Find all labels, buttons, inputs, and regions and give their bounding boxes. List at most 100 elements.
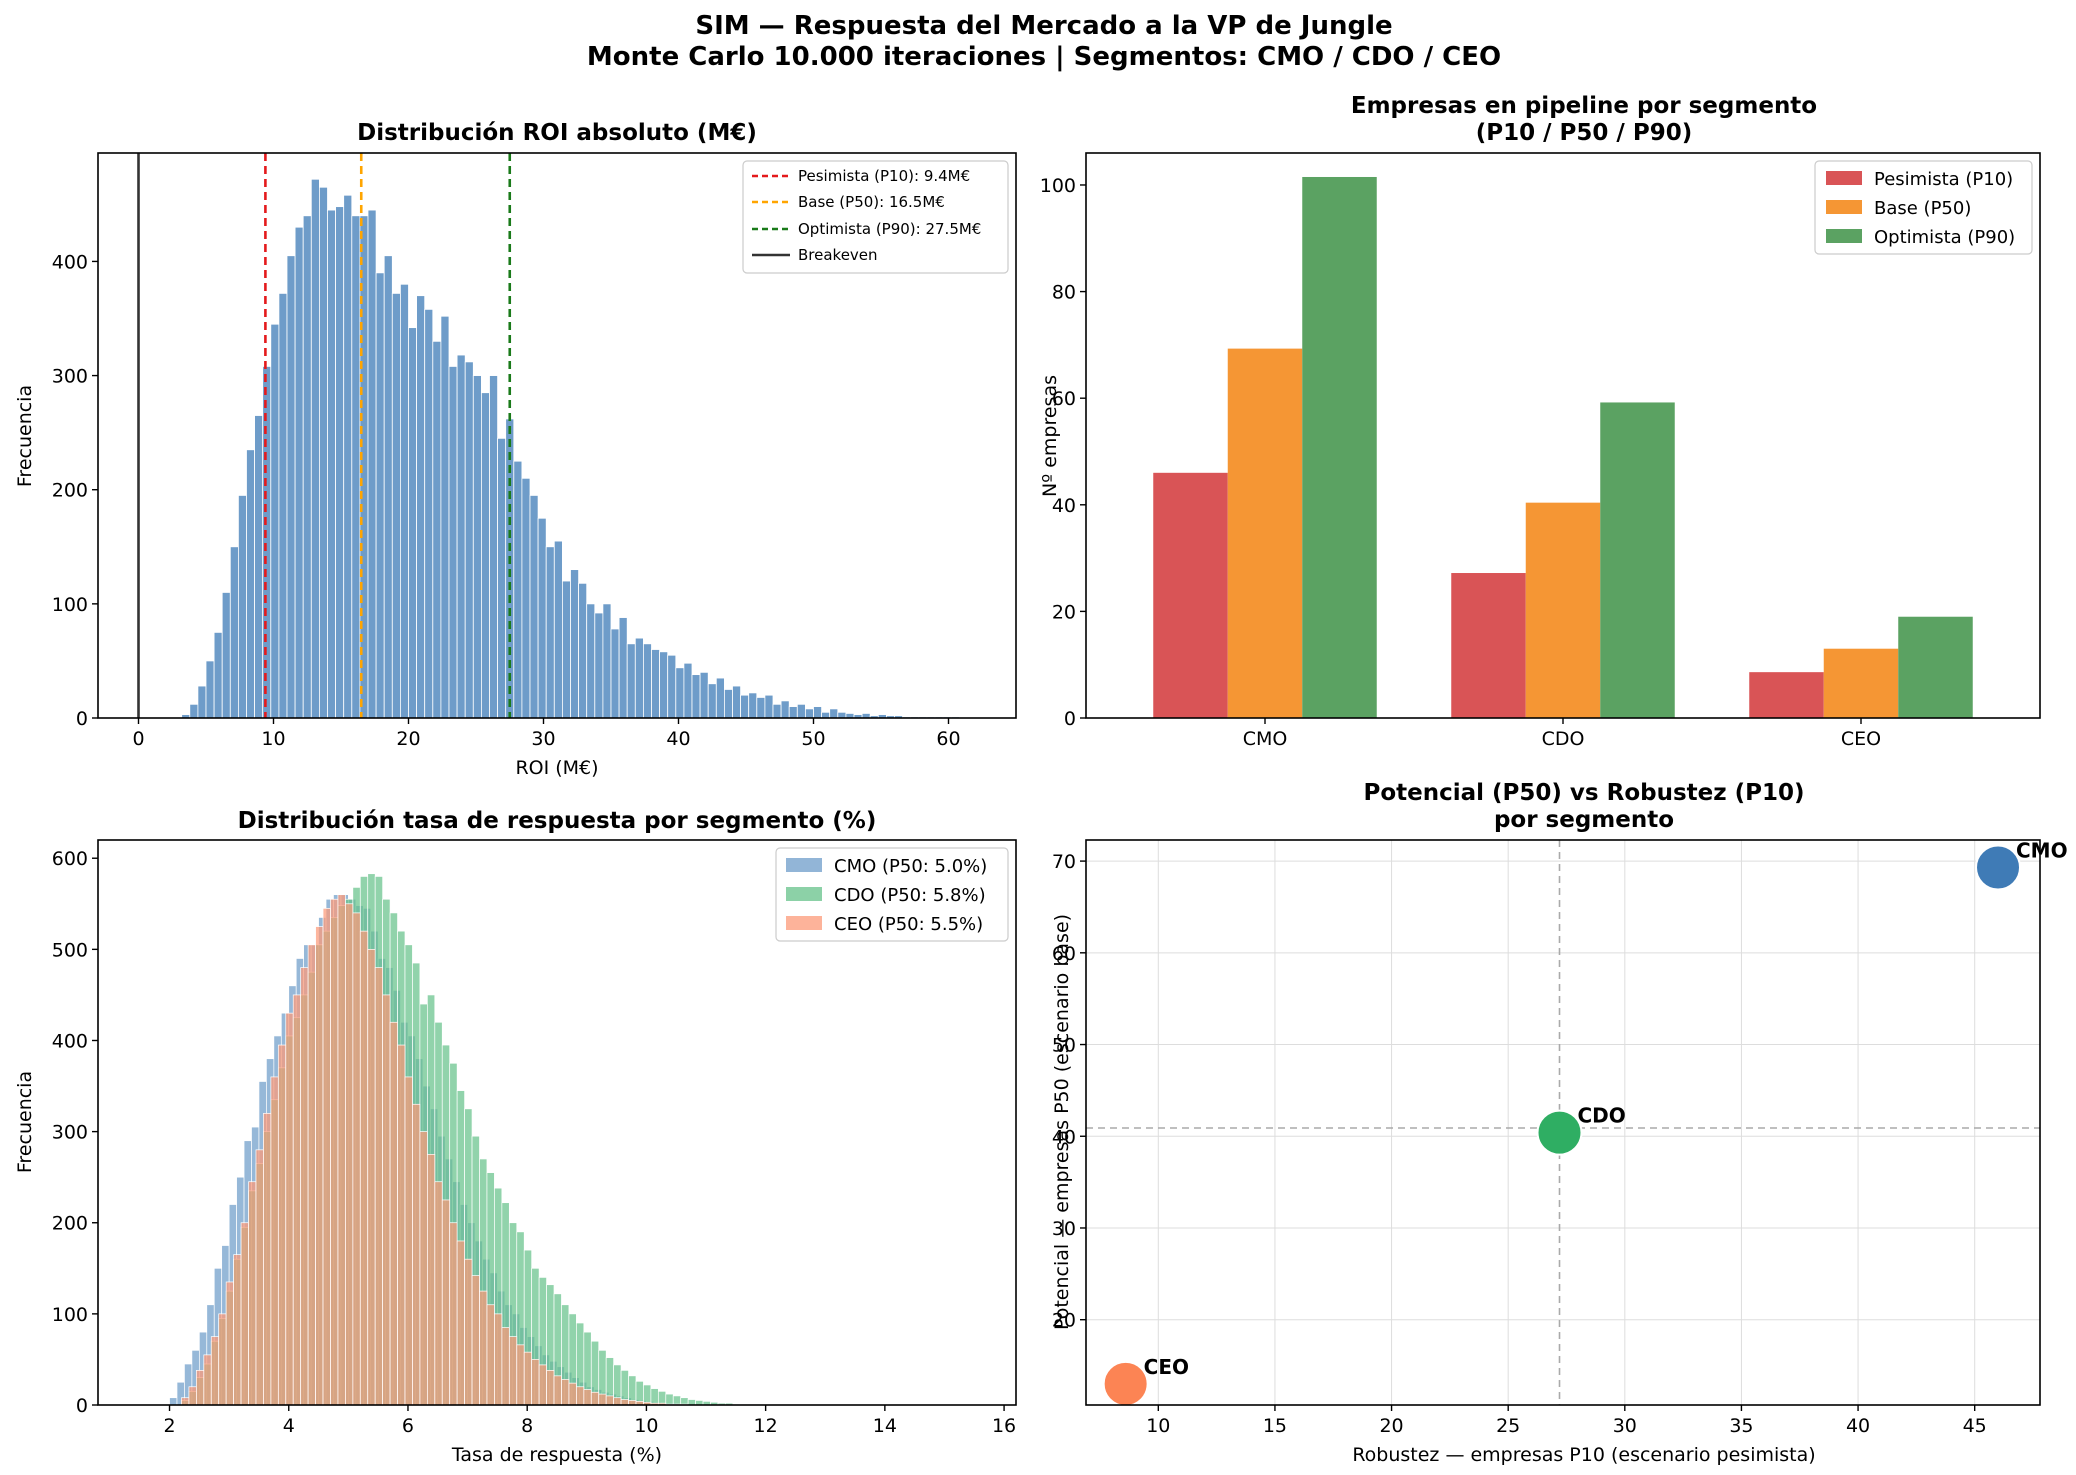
roi-plot-frame (97, 152, 1017, 719)
response-rate-bar (583, 1389, 592, 1406)
pipeline-legend-label-p50: Base (P50) (1874, 198, 1971, 219)
response-rate-bar (434, 1181, 443, 1406)
response-rate-bar (240, 1222, 249, 1406)
pipeline-plot-frame (1085, 152, 2041, 719)
roi-histogram-panel: Distribución ROI absoluto (M€) 0 10 20 30 40… (14, 120, 1017, 779)
scatter-points: CMO CDO CEO (1102, 839, 2068, 1407)
scatter-y-tick-label: 40 (1052, 1126, 1076, 1148)
response-rate-bar (501, 1327, 510, 1406)
pipeline-y-tick-label: 80 (1052, 282, 1076, 304)
roi-histogram-bar (643, 643, 652, 719)
roi-histogram-bar (302, 215, 312, 719)
roi-reference-lines (137, 153, 512, 718)
pipeline-bar (1823, 648, 1899, 718)
response-rate-legend-swatch-ceo (786, 916, 822, 930)
roi-histogram-bar (537, 517, 547, 719)
scatter-point (1102, 1360, 1149, 1407)
response-rate-bar (531, 1359, 540, 1406)
roi-histogram-bar (796, 703, 806, 719)
roi-legend-label-p90: Optimista (P90): 27.5M€ (798, 220, 981, 238)
pipeline-bar (1525, 502, 1601, 718)
pipeline-bar-panel: Empresas en pipeline por segmento (P10 /… (1039, 93, 2041, 750)
roi-x-axis-label: ROI (M€) (515, 757, 598, 779)
roi-x-tick-label: 20 (396, 728, 420, 750)
response-rate-bar (382, 994, 391, 1406)
roi-histogram-bar (254, 415, 264, 719)
pipeline-title-line2: (P10 / P50 / P90) (1476, 120, 1692, 146)
pipeline-legend-swatch-p90 (1826, 229, 1862, 243)
response-rate-bar (196, 1370, 205, 1406)
roi-histogram-bar (375, 272, 385, 719)
response-rate-bar (687, 1399, 696, 1406)
roi-histogram-bar (805, 708, 814, 719)
roi-histogram-bar (578, 582, 588, 719)
response-rate-bar (315, 926, 324, 1406)
figure-title-line2: Monte Carlo 10.000 iteraciones | Segment… (587, 42, 1501, 72)
response-rate-bar (359, 930, 369, 1406)
roi-histogram-bar (221, 592, 231, 719)
roi-histogram-bar (659, 651, 669, 719)
roi-histogram-bar (310, 178, 320, 719)
pipeline-category-label: CMO (1243, 728, 1288, 750)
pipeline-y-tick-label: 0 (1064, 708, 1076, 730)
roi-histogram-bar (464, 361, 474, 719)
response-rate-bar (665, 1393, 674, 1406)
response-rate-panel: Distribución tasa de respuesta por segme… (14, 808, 1017, 1466)
roi-x-tick-label: 60 (936, 728, 960, 750)
pipeline-bar (1600, 402, 1675, 718)
roi-histogram-bar (270, 323, 280, 719)
response-rate-bar (516, 1344, 525, 1406)
roi-y-tick-label: 300 (52, 366, 88, 388)
roi-histogram-bar (480, 392, 490, 719)
roi-histogram-bar (829, 708, 839, 719)
pipeline-y-tick-label: 40 (1052, 495, 1076, 517)
pipeline-bar (1153, 472, 1228, 718)
potential-robustness-panel: Potencial (P50) vs Robustez (P10) por se… (1051, 780, 2068, 1466)
response-rate-y-tick-label: 400 (52, 1030, 88, 1052)
response-rate-bar (650, 1388, 659, 1406)
response-rate-bar (345, 903, 354, 1406)
roi-histogram-bar (821, 711, 831, 719)
roi-histogram-bar (683, 662, 693, 719)
response-rate-x-axis-label: Tasa de respuesta (%) (451, 1444, 662, 1466)
response-rate-bar (169, 1397, 178, 1406)
response-rate-y-tick-label: 300 (52, 1122, 88, 1144)
roi-histogram-bar (327, 209, 337, 719)
response-rate-bar (538, 1364, 547, 1406)
response-rate-plot-frame (97, 839, 1017, 1406)
roi-histogram-bar (432, 340, 442, 719)
roi-histogram-bar (262, 366, 272, 719)
scatter-title-line1: Potencial (P50) vs Robustez (P10) (1363, 780, 1804, 806)
roi-histogram-bar (699, 671, 709, 719)
response-rate-bar (546, 1370, 555, 1406)
pipeline-category-label: CEO (1841, 728, 1881, 750)
roi-legend-box (742, 160, 1009, 274)
roi-x-tick-label: 30 (531, 728, 555, 750)
scatter-y-tick-label: 30 (1052, 1218, 1076, 1240)
response-rate-bar (613, 1397, 622, 1406)
roi-histogram-bar (237, 495, 247, 719)
pipeline-bars (1153, 176, 1973, 719)
roi-y-axis-label: Frecuencia (14, 385, 36, 487)
roi-histogram-bar (367, 209, 377, 719)
pipeline-legend-swatch-p10 (1826, 171, 1862, 185)
roi-legend: Pesimista (P10): 9.4M€ Base (P50): 16.5M… (742, 160, 1009, 274)
roi-histogram-bar (610, 628, 620, 719)
roi-histogram-bar (675, 667, 685, 719)
pipeline-bar (1451, 573, 1526, 718)
roi-histogram-bar (521, 477, 531, 719)
response-rate-bar (270, 1076, 279, 1406)
roi-histogram-bar (213, 631, 223, 719)
roi-legend-label-p10: Pesimista (P10): 9.4M€ (798, 167, 970, 185)
roi-histogram-bar (772, 703, 782, 719)
scatter-x-tick-label: 30 (1613, 1415, 1637, 1437)
scatter-x-tick-label: 40 (1846, 1415, 1870, 1437)
roi-histogram-bar (383, 255, 393, 719)
scatter-y-axis-label: Potencial — empresas P50 (escenario base… (1051, 914, 1073, 1330)
response-rate-bar (292, 994, 302, 1406)
roi-histogram-bar (391, 292, 401, 719)
response-rate-bar (300, 967, 309, 1406)
roi-histogram-bar (732, 685, 742, 719)
pipeline-legend-label-p90: Optimista (P90) (1874, 227, 2015, 248)
response-rate-bar (248, 1181, 257, 1406)
